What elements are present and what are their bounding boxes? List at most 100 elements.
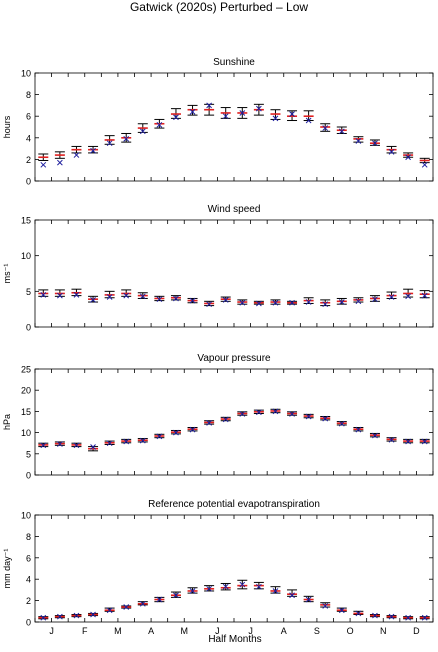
observed-x-stroke [289, 111, 295, 117]
observed-point [106, 140, 113, 147]
x-tick-label: J [215, 626, 220, 636]
observed-point [388, 436, 395, 443]
observed-point [123, 292, 130, 299]
figure-title: Gatwick (2020s) Perturbed – Low [130, 0, 308, 14]
observed-point [372, 612, 378, 619]
x-tick-label: M [181, 626, 189, 636]
observed-point [372, 296, 378, 303]
error-bar [270, 586, 281, 594]
observed-point [57, 441, 63, 447]
x-tick-label: F [82, 626, 88, 636]
observed-x-stroke [239, 110, 246, 116]
observed-point [355, 610, 362, 617]
observed-point [239, 110, 246, 116]
observed-point [90, 611, 96, 618]
observed-point [305, 413, 312, 420]
observed-point [123, 604, 130, 610]
observed-point [256, 409, 262, 416]
observed-x-stroke [305, 413, 312, 420]
observed-point [173, 429, 179, 436]
observed-x-stroke [57, 613, 63, 620]
y-tick-label: 6 [26, 553, 31, 563]
observed-x-stroke [372, 296, 378, 303]
observed-point [322, 603, 329, 609]
observed-x-stroke [256, 300, 262, 307]
observed-x-stroke [272, 115, 279, 122]
observed-point [289, 299, 295, 306]
observed-point [222, 416, 229, 423]
y-tick-label: 5 [26, 449, 31, 459]
observed-point [206, 102, 212, 109]
observed-point [239, 411, 246, 417]
observed-x-stroke [272, 588, 279, 594]
observed-point [322, 415, 329, 422]
observed-point [173, 295, 179, 302]
observed-x-stroke [139, 437, 146, 444]
observed-point [106, 440, 113, 447]
x-tick-label: D [413, 626, 420, 636]
observed-point [156, 596, 163, 603]
observed-x-stroke [57, 292, 63, 299]
observed-x-stroke [256, 105, 262, 112]
observed-point [40, 614, 47, 621]
observed-point [206, 301, 212, 308]
observed-x-stroke [206, 102, 212, 109]
subplot-title: Vapour pressure [197, 353, 271, 364]
observed-x-stroke [189, 426, 196, 433]
observed-x-stroke [372, 432, 378, 439]
observed-point [289, 592, 295, 599]
observed-x-stroke [305, 117, 312, 124]
observed-x-stroke [289, 411, 295, 417]
observed-x-stroke [338, 420, 345, 427]
observed-x-stroke [355, 610, 362, 617]
observed-point [338, 607, 345, 614]
observed-point [372, 140, 378, 147]
y-axis-label: ms⁻¹ [2, 264, 12, 284]
observed-x-stroke [355, 426, 362, 433]
observed-point [123, 438, 130, 445]
observed-x-stroke [256, 409, 262, 416]
observed-x-stroke [272, 408, 279, 415]
observed-x-stroke [388, 294, 395, 300]
subplot-title: Sunshine [213, 57, 255, 68]
observed-point [289, 111, 295, 117]
observed-x-stroke [421, 614, 428, 621]
observed-x-stroke [57, 159, 63, 166]
observed-x-stroke [57, 441, 63, 447]
observed-x-stroke [322, 603, 329, 609]
observed-x-stroke [123, 438, 130, 445]
observed-x-stroke [372, 612, 378, 619]
observed-point [272, 115, 279, 122]
y-tick-label: 20 [21, 386, 31, 396]
observed-point [156, 433, 163, 440]
observed-x-stroke [106, 440, 113, 447]
observed-x-stroke [289, 299, 295, 306]
observed-x-stroke [73, 612, 80, 619]
observed-x-stroke [189, 109, 196, 115]
subplot-4: Reference potential evapotranspiration mm… [2, 499, 434, 636]
y-tick-label: 8 [26, 90, 31, 100]
observed-x-stroke [139, 128, 146, 135]
observed-point [405, 438, 411, 445]
observed-point [372, 432, 378, 439]
observed-point [90, 147, 96, 154]
observed-point [40, 292, 47, 298]
y-tick-label: 2 [26, 155, 31, 165]
observed-point [222, 297, 229, 303]
observed-x-stroke [156, 121, 163, 128]
observed-x-stroke [173, 114, 179, 121]
observed-x-stroke [206, 301, 212, 308]
observed-point [73, 292, 80, 298]
y-tick-label: 10 [21, 69, 31, 79]
observed-point [388, 294, 395, 300]
observed-x-stroke [189, 297, 196, 304]
y-tick-label: 0 [26, 177, 31, 187]
observed-x-stroke [73, 152, 80, 158]
observed-x-stroke [106, 294, 113, 300]
observed-x-stroke [40, 442, 47, 449]
observed-x-stroke [405, 293, 411, 300]
observed-x-stroke [156, 296, 163, 303]
observed-point [90, 444, 96, 450]
observed-x-stroke [421, 438, 428, 445]
